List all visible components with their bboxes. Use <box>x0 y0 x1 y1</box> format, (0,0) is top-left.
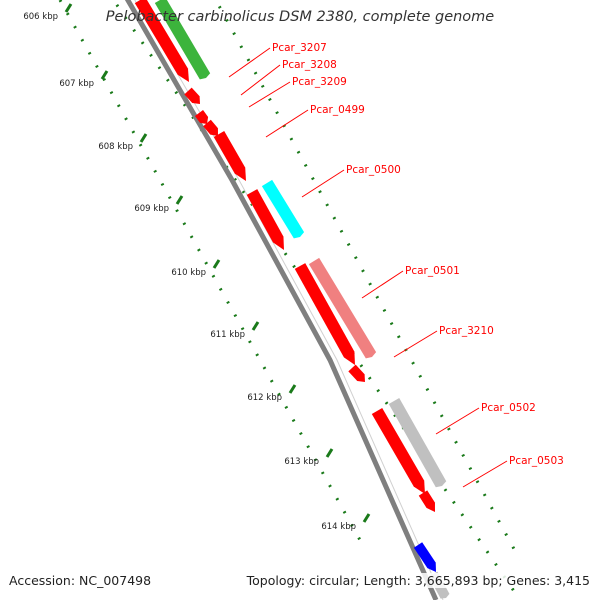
gene-red[interactable] <box>213 131 246 181</box>
gene-label: Pcar_0499 <box>310 104 365 116</box>
axis-tick-label: 611 kbp <box>210 330 245 340</box>
gene-red[interactable] <box>348 364 365 382</box>
gene-label: Pcar_0502 <box>481 402 536 414</box>
axis-tick-label: 609 kbp <box>134 204 169 214</box>
gene-label: Pcar_0503 <box>509 455 564 467</box>
gene-red[interactable] <box>246 189 284 250</box>
backbone-line <box>124 0 439 602</box>
axis-tick <box>251 321 260 331</box>
gene-pink[interactable] <box>308 257 377 359</box>
gene-red[interactable] <box>294 263 355 365</box>
gene-label: Pcar_0500 <box>346 164 401 176</box>
gene-green[interactable] <box>154 0 211 80</box>
gene-label: Pcar_3207 <box>272 42 327 54</box>
label-leader-line <box>248 81 291 108</box>
axis-tick <box>175 195 184 205</box>
axis-dotted-line <box>214 0 522 561</box>
axis-dotted-line <box>111 0 522 601</box>
label-leader-line <box>361 270 404 299</box>
label-leader-line <box>301 169 345 198</box>
label-leader-line <box>240 64 281 96</box>
axis-tick-label: 614 kbp <box>321 522 356 532</box>
gene-label: Pcar_3208 <box>282 59 337 71</box>
gene-red[interactable] <box>194 110 209 124</box>
axis-tick <box>64 3 73 13</box>
gene-blue[interactable] <box>413 542 436 572</box>
gene-label: Pcar_3209 <box>292 76 347 88</box>
gene-red[interactable] <box>418 490 435 512</box>
axis-tick <box>362 513 371 523</box>
kbp-axis: 606 kbp 607 kbp 608 kbp 609 kbp 610 kbp 611 k… <box>23 0 522 601</box>
axis-tick-label: 606 kbp <box>23 12 58 22</box>
label-leader-line <box>462 460 508 488</box>
axis-tick-label: 607 kbp <box>59 79 94 89</box>
genome-backbone <box>124 0 444 602</box>
gene-red[interactable] <box>184 87 200 104</box>
axis-tick-label: 612 kbp <box>247 393 282 403</box>
gene-label: Pcar_0501 <box>405 265 460 277</box>
accession-text: Accession: NC_007498 <box>7 573 154 588</box>
gene-labels: Pcar_3207 Pcar_3208 Pcar_3209 Pcar_0499 Pcar… <box>228 42 564 488</box>
axis-tick-label: 610 kbp <box>171 268 206 278</box>
axis-tick <box>288 384 297 394</box>
axis-tick <box>100 70 109 80</box>
axis-tick-label: 613 kbp <box>284 457 319 467</box>
gene-red[interactable] <box>371 407 425 494</box>
label-leader-line <box>393 330 438 358</box>
gene-red[interactable] <box>134 0 189 82</box>
axis-tick-label: 608 kbp <box>98 142 133 152</box>
backbone-edge <box>134 0 444 601</box>
gene-label: Pcar_3210 <box>439 325 494 337</box>
axis-tick <box>325 448 334 458</box>
axis-tick <box>212 259 221 269</box>
gene-red[interactable] <box>203 119 218 136</box>
gene-cyan[interactable] <box>261 179 305 239</box>
label-leader-line <box>228 47 271 78</box>
label-leader-line <box>435 407 480 435</box>
gene-features[interactable] <box>134 0 450 599</box>
gene-gray[interactable] <box>388 398 447 488</box>
topology-text: Topology: circular; Length: 3,665,893 bp… <box>244 573 592 588</box>
label-leader-line <box>265 109 309 138</box>
genome-title: Pelobacter carbinolicus DSM 2380, comple… <box>105 9 495 25</box>
axis-tick <box>139 133 148 143</box>
